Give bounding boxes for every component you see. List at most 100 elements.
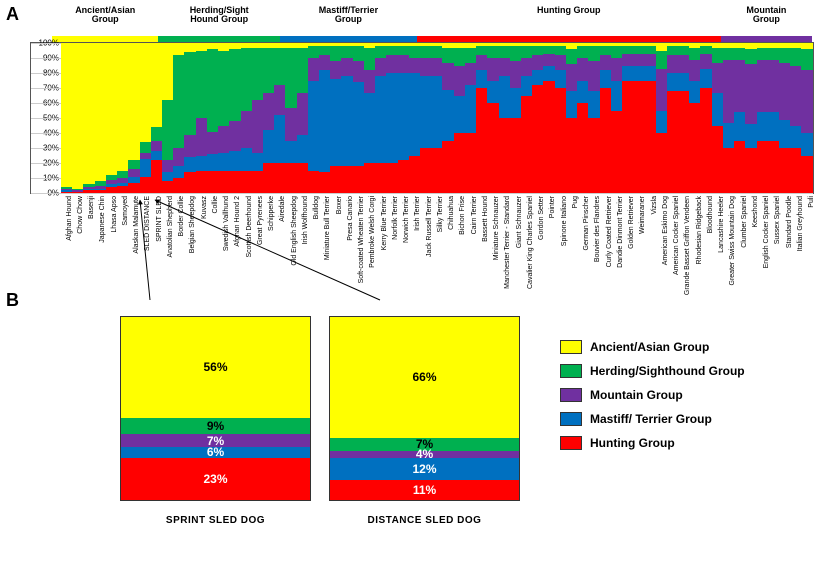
bar-segment <box>229 49 240 121</box>
panel-b-chart: 23%6%7%9%56%SPRINT SLED DOG <box>120 316 311 526</box>
bar-segment <box>297 163 308 193</box>
panel-b-segment: 9% <box>121 418 310 434</box>
bar-segment <box>398 73 409 160</box>
legend-item: Mountain Group <box>560 388 790 402</box>
breed-column <box>521 43 532 193</box>
bar-segment <box>274 85 285 115</box>
bar-segment <box>442 48 453 63</box>
bar-segment <box>700 69 711 89</box>
panel-b-segment: 6% <box>121 447 310 458</box>
bar-segment <box>442 90 453 141</box>
bar-segment <box>723 60 734 123</box>
bar-segment <box>117 171 128 179</box>
bar-segment <box>285 48 296 108</box>
bar-segment <box>83 190 94 193</box>
x-label: Swedish Vallhund <box>218 196 229 306</box>
bar-segment <box>196 43 207 51</box>
panel-b-stack: 23%6%7%9%56% <box>120 316 311 501</box>
bar-segment <box>611 58 622 81</box>
bar-segment <box>398 160 409 193</box>
x-label: Miniature Schnauzer <box>488 196 499 306</box>
bar-segment <box>184 157 195 172</box>
bar-segment <box>600 46 611 55</box>
bar-segment <box>409 73 420 156</box>
bar-segment <box>297 135 308 164</box>
breed-column <box>420 43 431 193</box>
x-label: Scottish Deerhound <box>240 196 251 306</box>
bar-segment <box>319 46 330 55</box>
bar-segment <box>72 192 83 194</box>
bar-segment <box>476 70 487 88</box>
legend-label: Mastiff/ Terrier Group <box>590 412 712 426</box>
x-label: Great Pyrenees <box>251 196 262 306</box>
bar-segment <box>532 85 543 193</box>
group-header-label: Group <box>721 15 812 24</box>
bar-segment <box>588 118 599 193</box>
bar-segment <box>689 81 700 104</box>
bar-segment <box>274 48 285 86</box>
x-label: Cavalier King Charles Spaniel <box>521 196 532 306</box>
x-label: Afghan Hound <box>60 196 71 306</box>
bar-segment <box>678 55 689 73</box>
bar-segment <box>790 66 801 126</box>
bar-segment <box>398 55 409 73</box>
breed-column <box>218 43 229 193</box>
bar-segment <box>745 49 756 64</box>
stacked-bars <box>61 43 813 193</box>
bar-segment <box>633 54 644 66</box>
bar-segment <box>757 48 768 60</box>
x-label: Boxer <box>330 196 341 306</box>
bar-segment <box>117 186 128 194</box>
breed-column <box>588 43 599 193</box>
breed-column <box>319 43 330 193</box>
bar-segment <box>184 172 195 193</box>
legend-label: Ancient/Asian Group <box>590 340 709 354</box>
chart-a: 0%10%20%30%40%50%60%70%80%90%100% <box>30 42 814 194</box>
bar-segment <box>297 93 308 135</box>
breed-column <box>162 43 173 193</box>
bar-segment <box>644 54 655 66</box>
breed-column <box>364 43 375 193</box>
bar-segment <box>341 58 352 76</box>
bar-segment <box>117 43 128 171</box>
bar-segment <box>285 108 296 141</box>
bar-segment <box>274 163 285 193</box>
legend-item: Ancient/Asian Group <box>560 340 790 354</box>
bar-segment <box>543 81 554 194</box>
bar-segment <box>487 58 498 81</box>
group-header: Mastiff/TerrierGroup <box>280 6 417 42</box>
bar-segment <box>252 153 263 171</box>
bar-segment <box>723 148 734 193</box>
bar-segment <box>790 148 801 193</box>
bar-segment <box>510 46 521 61</box>
bar-segment <box>510 61 521 88</box>
bar-segment <box>465 63 476 86</box>
bar-segment <box>375 46 386 58</box>
x-label: Keeshond <box>746 196 757 306</box>
bar-segment <box>577 58 588 81</box>
breed-column <box>196 43 207 193</box>
breed-column <box>330 43 341 193</box>
bar-segment <box>700 54 711 69</box>
x-label: Spinone Italiano <box>555 196 566 306</box>
bar-segment <box>353 61 364 82</box>
legend-item: Mastiff/ Terrier Group <box>560 412 790 426</box>
bar-segment <box>218 43 229 51</box>
bar-segment <box>757 60 768 113</box>
bar-segment <box>700 46 711 54</box>
bar-segment <box>644 81 655 194</box>
breed-column <box>689 43 700 193</box>
breed-column <box>801 43 812 193</box>
bar-segment <box>364 48 375 71</box>
bar-segment <box>521 58 532 76</box>
bar-segment <box>173 43 184 55</box>
bar-segment <box>577 103 588 193</box>
breed-column <box>622 43 633 193</box>
breed-column <box>442 43 453 193</box>
breed-column <box>128 43 139 193</box>
bar-segment <box>308 81 319 171</box>
bar-segment <box>341 76 352 166</box>
bar-segment <box>689 48 700 60</box>
x-label: Lancashire Heeler <box>713 196 724 306</box>
breed-column <box>577 43 588 193</box>
